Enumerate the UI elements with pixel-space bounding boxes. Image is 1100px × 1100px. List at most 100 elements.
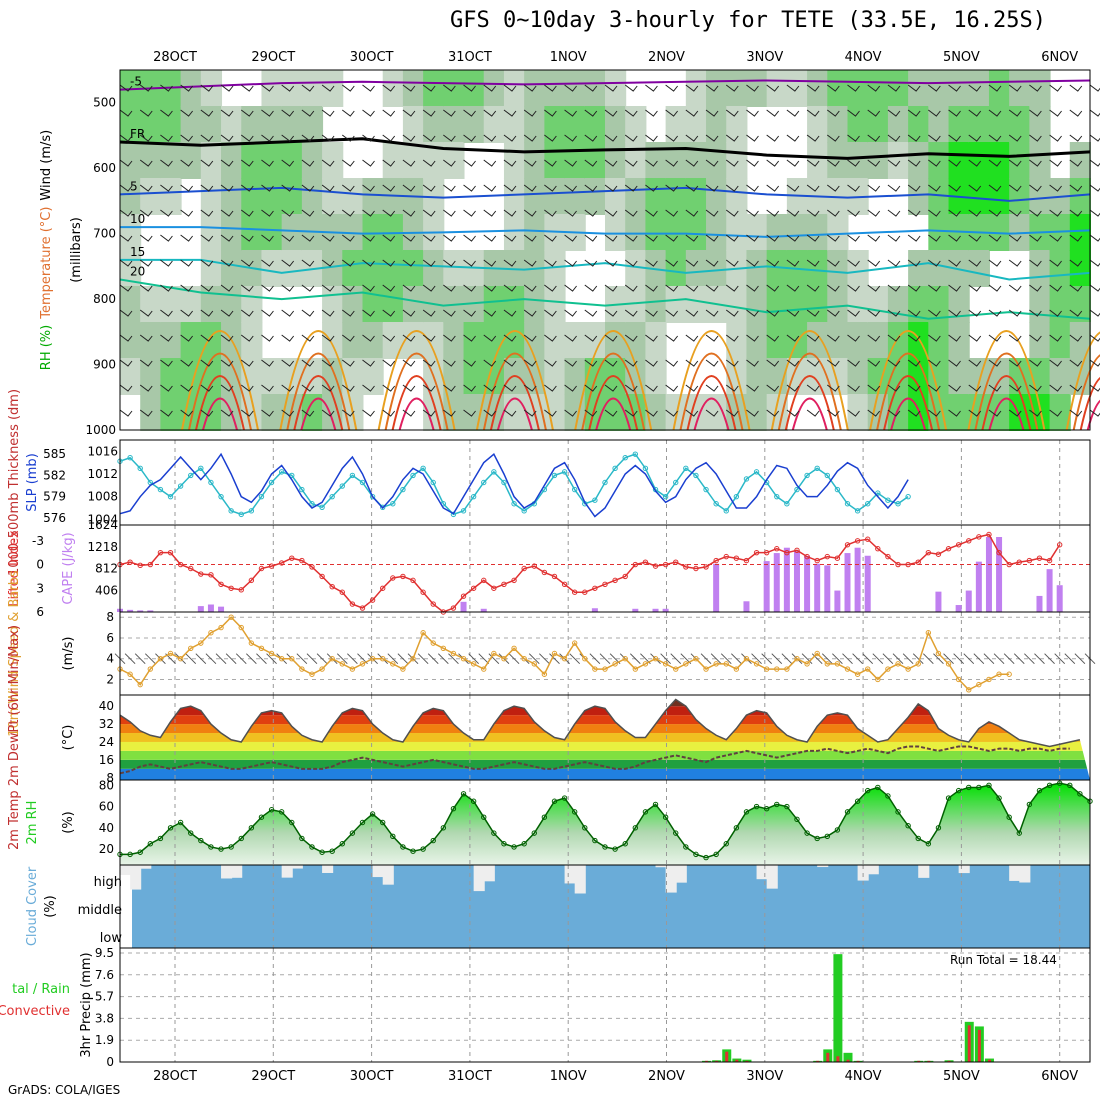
rh-shade-cell (625, 214, 647, 251)
wind-barb (847, 234, 860, 242)
rh-point (289, 819, 295, 826)
wind-barb (847, 384, 860, 392)
lifted-point (410, 577, 416, 584)
rh-point (844, 809, 851, 815)
rh-shade-cell (665, 214, 687, 251)
wind-barb (301, 309, 315, 317)
cloud-gap (120, 865, 132, 875)
rh-point (612, 846, 618, 852)
wind-barb (968, 409, 982, 417)
wind-barb (483, 409, 497, 417)
wind-barb (362, 234, 375, 242)
lifted-point (693, 565, 699, 572)
thickness-point (198, 465, 204, 472)
warm-isotherm (686, 375, 737, 431)
lifted-point (369, 597, 376, 603)
wind-barb (564, 109, 577, 117)
rh-shade-cell (322, 178, 344, 215)
wind-speed-point (642, 661, 649, 667)
rh-shade-cell (867, 322, 889, 359)
wind-barb (261, 409, 274, 417)
surface-barb (731, 653, 742, 665)
lifted-point (511, 577, 517, 584)
wind-barb (240, 334, 254, 342)
rh-shade-cell (503, 214, 526, 251)
wind-barb (928, 359, 941, 367)
thickness-point (481, 479, 487, 486)
rh-shade-cell (241, 106, 263, 143)
day-label-top: 6NOV (1041, 50, 1078, 65)
wind-barb (301, 334, 315, 342)
rh-shade-cell (362, 286, 384, 323)
slp-tick: 1008 (87, 490, 118, 504)
wind-barb (200, 209, 214, 217)
lifted-point (167, 549, 174, 556)
rh-point (693, 851, 699, 858)
wind-barb (746, 134, 759, 142)
rh-point (925, 841, 932, 847)
rh-shade-cell (625, 322, 647, 359)
wind-barb (281, 234, 295, 242)
surface-barb (1034, 653, 1045, 665)
wind-barb (341, 259, 355, 267)
wind-barb (988, 334, 1002, 342)
wind-barb (1069, 359, 1083, 367)
rh-point (622, 841, 628, 847)
wind-speed-point (137, 681, 143, 688)
wind-barb (119, 284, 133, 292)
thickness-point (905, 493, 911, 500)
rh-shade-cell (140, 286, 162, 323)
rh-point (188, 830, 194, 836)
wind-speed-point (834, 661, 841, 667)
wind-barb (483, 134, 497, 142)
wind-barb (826, 184, 840, 192)
wind-barb (1008, 84, 1022, 92)
precip-tick: 7.6 (95, 968, 114, 982)
rh-point (824, 833, 830, 840)
lifted-point (966, 538, 972, 544)
wind-barb (907, 109, 921, 117)
wind-barb (907, 284, 921, 292)
surface-barb (508, 653, 520, 665)
lifted-point (218, 581, 224, 588)
temp-band (120, 768, 1090, 780)
thickness-point (571, 486, 578, 493)
wind-barb (321, 384, 335, 392)
rh-tick: 40 (99, 821, 114, 835)
wind-barb (988, 359, 1002, 367)
wind-barb (645, 109, 658, 117)
thickness-point (268, 479, 275, 486)
wind-barb (261, 134, 274, 142)
wind-barb (200, 234, 214, 242)
rh-shade-cell (221, 250, 243, 287)
wind-barb (766, 109, 780, 117)
surface-barb (205, 653, 217, 665)
lifted-point (854, 538, 861, 544)
wind-barb (746, 409, 759, 417)
wind-speed-point (188, 645, 194, 652)
rh-shade-cell (786, 214, 809, 251)
rh-point (299, 835, 305, 842)
surface-barb (1003, 653, 1015, 665)
warm-isotherm (279, 330, 358, 431)
wind-barb (362, 259, 375, 267)
wind-barb (200, 334, 214, 342)
wind-barb (382, 309, 396, 317)
thickness-point (834, 486, 841, 493)
wind-barb (341, 134, 355, 142)
wind-barb (1029, 209, 1042, 217)
pressure-tick: 800 (93, 292, 116, 306)
surface-barb (670, 653, 682, 665)
warm-isotherm (693, 397, 730, 431)
wind-barb (887, 234, 901, 242)
wind-barb (362, 109, 375, 117)
wind-barb (564, 284, 577, 292)
wind-barb (301, 359, 315, 367)
thickness-point (885, 497, 891, 503)
wind-barb (1029, 84, 1042, 92)
rh-shade-cell (524, 178, 546, 215)
wind-barb (281, 159, 295, 167)
thickness-point (602, 479, 608, 486)
rh-shade-cell (120, 142, 142, 179)
